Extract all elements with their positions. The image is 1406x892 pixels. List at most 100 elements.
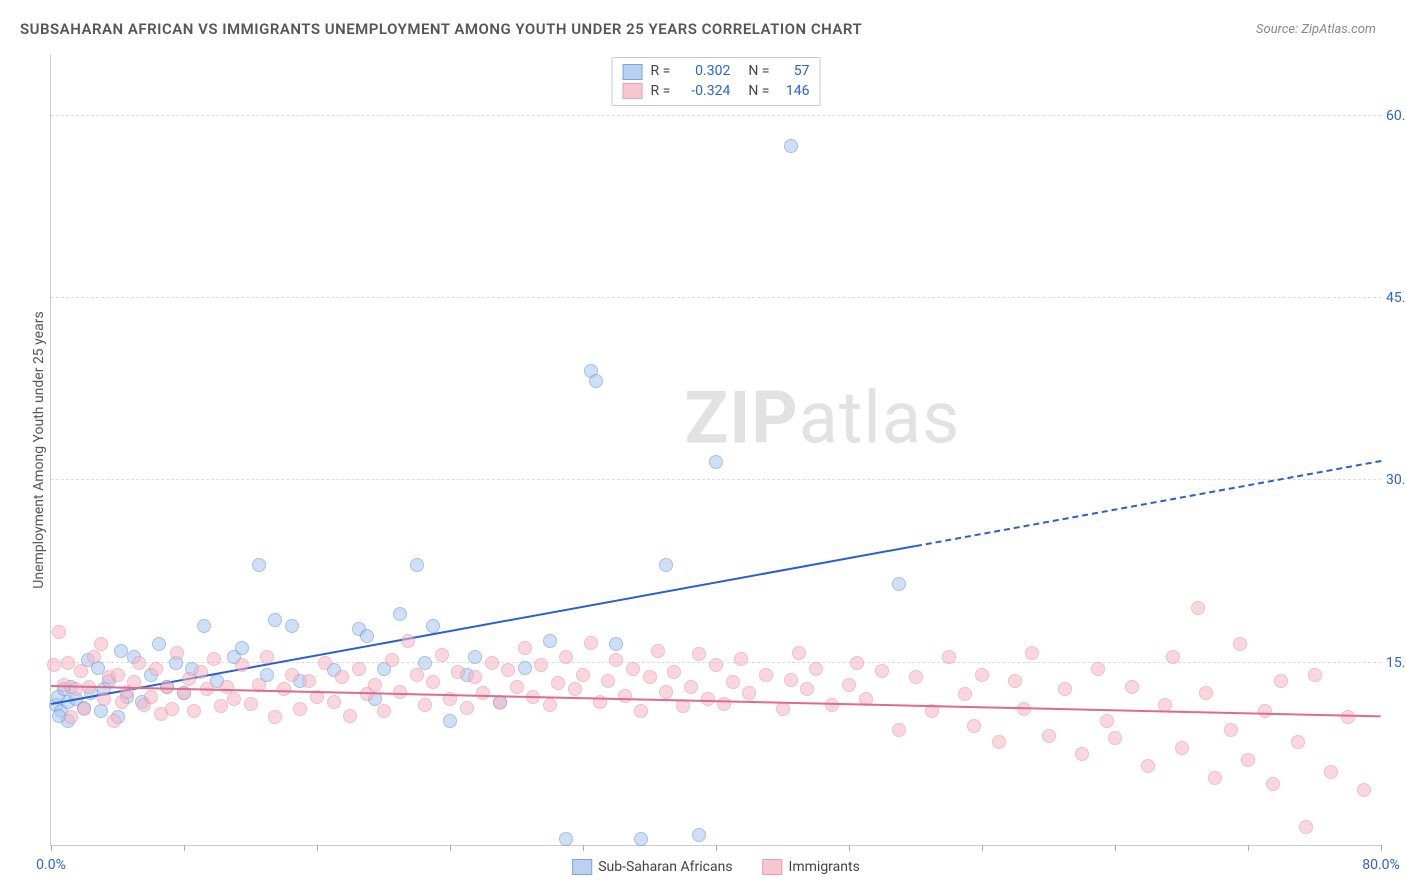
n-value: 57	[777, 62, 809, 82]
data-point	[759, 668, 773, 682]
data-point	[493, 696, 507, 710]
data-point	[717, 697, 731, 711]
data-point	[1258, 704, 1272, 718]
data-point	[634, 704, 648, 718]
data-point	[260, 650, 274, 664]
data-point	[149, 662, 163, 676]
data-point	[784, 139, 798, 153]
data-point	[784, 673, 798, 687]
data-point	[252, 558, 266, 572]
data-point	[385, 653, 399, 667]
y-tick-label: 15.0%	[1386, 655, 1406, 671]
trend-line-extrapolated	[915, 460, 1381, 547]
data-point	[967, 719, 981, 733]
watermark: ZIPatlas	[685, 376, 961, 461]
x-tick	[583, 845, 584, 851]
data-point	[667, 665, 681, 679]
y-tick-label: 45.0%	[1386, 290, 1406, 306]
data-point	[352, 662, 366, 676]
data-point	[468, 670, 482, 684]
r-value: -0.324	[678, 82, 730, 102]
data-point	[584, 636, 598, 650]
legend-item: Immigrants	[763, 859, 860, 875]
n-label: N =	[748, 82, 769, 102]
correlation-legend: R =0.302N =57R =-0.324N =146	[612, 57, 821, 106]
data-point	[468, 650, 482, 664]
data-point	[107, 714, 121, 728]
data-point	[1108, 731, 1122, 745]
data-point	[460, 701, 474, 715]
data-point	[1191, 601, 1205, 615]
legend-swatch	[572, 859, 592, 875]
data-point	[302, 674, 316, 688]
data-point	[418, 656, 432, 670]
x-tick-label: 0.0%	[36, 857, 66, 873]
x-tick	[849, 845, 850, 851]
data-point	[892, 723, 906, 737]
r-value: 0.302	[678, 62, 730, 82]
data-point	[443, 714, 457, 728]
data-point	[410, 668, 424, 682]
data-point	[734, 652, 748, 666]
data-point	[559, 832, 573, 846]
data-point	[659, 685, 673, 699]
data-point	[1324, 765, 1338, 779]
data-point	[518, 641, 532, 655]
data-point	[850, 656, 864, 670]
data-point	[1341, 710, 1355, 724]
data-point	[589, 374, 603, 388]
x-tick-label: 80.0%	[1362, 857, 1400, 873]
data-point	[568, 682, 582, 696]
data-point	[235, 641, 249, 655]
n-value: 146	[777, 82, 809, 102]
data-point	[343, 709, 357, 723]
data-point	[601, 674, 615, 688]
y-axis-label: Unemployment Among Youth under 25 years	[31, 311, 47, 588]
data-point	[543, 634, 557, 648]
data-point	[776, 702, 790, 716]
data-point	[1241, 753, 1255, 767]
series-legend: Sub-Saharan AfricansImmigrants	[572, 859, 860, 875]
data-point	[1100, 714, 1114, 728]
data-point	[1299, 820, 1313, 834]
data-point	[825, 698, 839, 712]
data-point	[187, 704, 201, 718]
data-point	[485, 656, 499, 670]
data-point	[726, 675, 740, 689]
data-point	[1266, 777, 1280, 791]
data-point	[285, 668, 299, 682]
data-point	[892, 577, 906, 591]
x-tick	[982, 845, 983, 851]
data-point	[1042, 729, 1056, 743]
data-point	[992, 735, 1006, 749]
data-point	[61, 656, 75, 670]
data-point	[875, 664, 889, 678]
data-point	[235, 658, 249, 672]
data-point	[909, 670, 923, 684]
x-tick	[317, 845, 318, 851]
data-point	[692, 828, 706, 842]
data-point	[393, 607, 407, 621]
data-point	[227, 692, 241, 706]
data-point	[942, 650, 956, 664]
data-point	[709, 658, 723, 672]
data-point	[1091, 662, 1105, 676]
data-point	[111, 668, 125, 682]
data-point	[659, 558, 673, 572]
data-point	[197, 619, 211, 633]
data-point	[576, 668, 590, 682]
data-point	[543, 698, 557, 712]
data-point	[87, 650, 101, 664]
chart-title: SUBSAHARAN AFRICAN VS IMMIGRANTS UNEMPLO…	[20, 20, 862, 38]
data-point	[377, 704, 391, 718]
legend-label: Immigrants	[789, 859, 860, 875]
legend-swatch	[623, 64, 643, 80]
data-point	[651, 644, 665, 658]
data-point	[170, 646, 184, 660]
x-tick	[1115, 845, 1116, 851]
data-point	[1308, 668, 1322, 682]
gridline	[51, 479, 1381, 480]
data-point	[1199, 686, 1213, 700]
x-tick	[450, 845, 451, 851]
legend-swatch	[763, 859, 783, 875]
